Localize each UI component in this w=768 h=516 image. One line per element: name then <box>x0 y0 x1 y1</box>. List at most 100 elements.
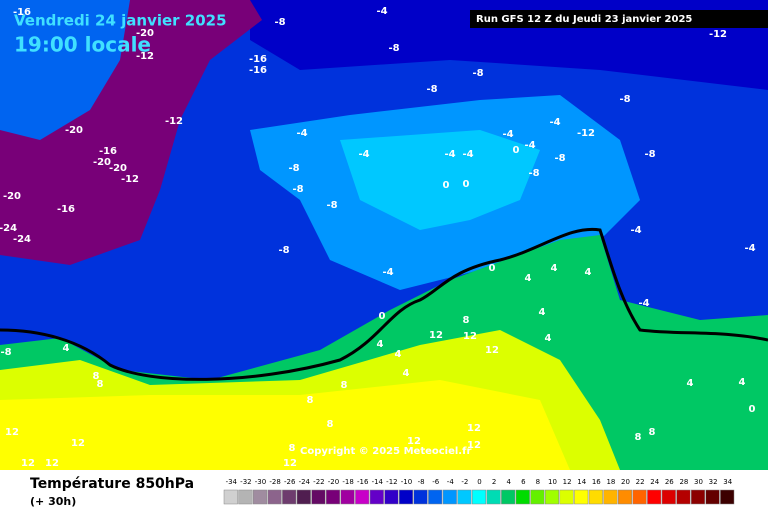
legend-label: 6 <box>521 478 526 486</box>
isotherm-label: 4 <box>395 349 402 360</box>
isotherm-label: -4 <box>630 225 641 236</box>
legend-label: -18 <box>342 478 353 486</box>
isotherm-label: -24 <box>0 223 17 234</box>
isotherm-label: -8 <box>426 84 437 95</box>
legend-label: -34 <box>226 478 238 486</box>
legend-label: -26 <box>284 478 296 486</box>
legend-swatch <box>588 489 603 505</box>
legend-label: 2 <box>492 478 496 486</box>
legend-swatch <box>369 489 384 505</box>
isotherm-label: 0 <box>749 404 756 415</box>
isotherm-label: 8 <box>307 395 314 406</box>
legend-label: 4 <box>506 478 511 486</box>
isotherm-label: -8 <box>619 94 630 105</box>
isotherm-label: -12 <box>121 174 139 185</box>
legend-label: 22 <box>636 478 645 486</box>
legend-swatch <box>457 489 472 505</box>
legend-swatch <box>559 489 574 505</box>
isotherm-label: -4 <box>549 117 560 128</box>
isotherm-label: -16 <box>13 7 31 18</box>
legend-label: 26 <box>665 478 674 486</box>
isotherm-label: -12 <box>709 29 727 40</box>
legend-swatch <box>486 489 501 505</box>
isotherm-label: 8 <box>649 427 656 438</box>
isotherm-label: -8 <box>554 153 565 164</box>
isotherm-label: 12 <box>485 345 499 356</box>
legend-label: 32 <box>709 478 718 486</box>
isotherm-label: 4 <box>403 368 410 379</box>
legend-swatch <box>661 489 676 505</box>
legend-label: 8 <box>536 478 540 486</box>
isotherm-label: -8 <box>288 163 299 174</box>
warm-core <box>0 380 570 470</box>
isotherm-label: -8 <box>0 347 11 358</box>
isotherm-label: -8 <box>472 68 483 79</box>
legend-swatch <box>603 489 618 505</box>
legend-label: 10 <box>548 478 557 486</box>
legend-label: -24 <box>299 478 311 486</box>
isotherm-label: -8 <box>644 149 655 160</box>
legend-label: -30 <box>255 478 266 486</box>
valid-time: 19:00 locale <box>14 33 151 57</box>
legend-label: -2 <box>461 478 468 486</box>
isotherm-label: 12 <box>429 330 443 341</box>
isotherm-label: -12 <box>165 116 183 127</box>
isotherm-label: -8 <box>528 168 539 179</box>
legend-swatch <box>574 489 589 505</box>
legend-swatch <box>340 489 355 505</box>
run-banner <box>470 10 768 28</box>
isotherm-label: -20 <box>136 28 154 39</box>
legend-label: -28 <box>269 478 280 486</box>
near-zero-zone <box>340 130 540 230</box>
legend-label: 14 <box>577 478 586 486</box>
isotherm-label: -16 <box>99 146 117 157</box>
isotherm-label: -12 <box>577 128 595 139</box>
legend-label: -4 <box>447 478 455 486</box>
isotherm-label: 12 <box>21 458 35 469</box>
cold-pocket <box>0 0 130 140</box>
legend-label: 20 <box>621 478 630 486</box>
legend-swatch <box>471 489 487 505</box>
isotherm-label: -8 <box>292 184 303 195</box>
zero-isotherm <box>0 227 768 381</box>
isotherm-label: 4 <box>525 273 532 284</box>
isotherm-label: 4 <box>585 267 592 278</box>
legend-swatch <box>647 489 662 505</box>
legend-label: -6 <box>432 478 440 486</box>
legend-label: 18 <box>606 478 615 486</box>
isotherm-label: 8 <box>93 371 100 382</box>
legend-swatch <box>442 489 457 505</box>
legend-swatch <box>267 489 282 505</box>
isotherm-label: 4 <box>539 307 546 318</box>
isotherm-label: 0 <box>463 179 470 190</box>
isotherm-label: -4 <box>502 129 513 140</box>
legend-swatch <box>238 489 253 505</box>
isotherm-label: -20 <box>3 191 21 202</box>
legend-label: -10 <box>401 478 412 486</box>
legend-swatch <box>501 489 516 505</box>
isotherm-label: -16 <box>249 65 267 76</box>
legend-swatch <box>282 489 297 505</box>
isotherm-label: -16 <box>249 54 267 65</box>
isotherm-label: 0 <box>513 145 520 156</box>
isotherm-label: 12 <box>463 331 477 342</box>
legend-swatch <box>355 489 370 505</box>
isotherm-label: -4 <box>638 298 649 309</box>
isotherm-label: 12 <box>5 427 19 438</box>
legend-label: -16 <box>357 478 369 486</box>
isotherm-label: 4 <box>545 333 552 344</box>
isotherm-label: 12 <box>45 458 59 469</box>
isotherm-label: 12 <box>467 440 481 451</box>
legend-swatch <box>311 489 326 505</box>
run-info: Run GFS 12 Z du Jeudi 23 janvier 2025 <box>476 14 692 25</box>
isotherm-label: -4 <box>444 149 455 160</box>
legend-label: -12 <box>386 478 397 486</box>
legend-label: 0 <box>477 478 481 486</box>
isotherm-label: 8 <box>635 432 642 443</box>
isotherm-label: 8 <box>463 315 470 326</box>
isotherm-label: -8 <box>326 200 337 211</box>
isotherm-label: -20 <box>93 157 111 168</box>
isotherm-label: -20 <box>109 163 127 174</box>
legend-swatch <box>530 489 545 505</box>
